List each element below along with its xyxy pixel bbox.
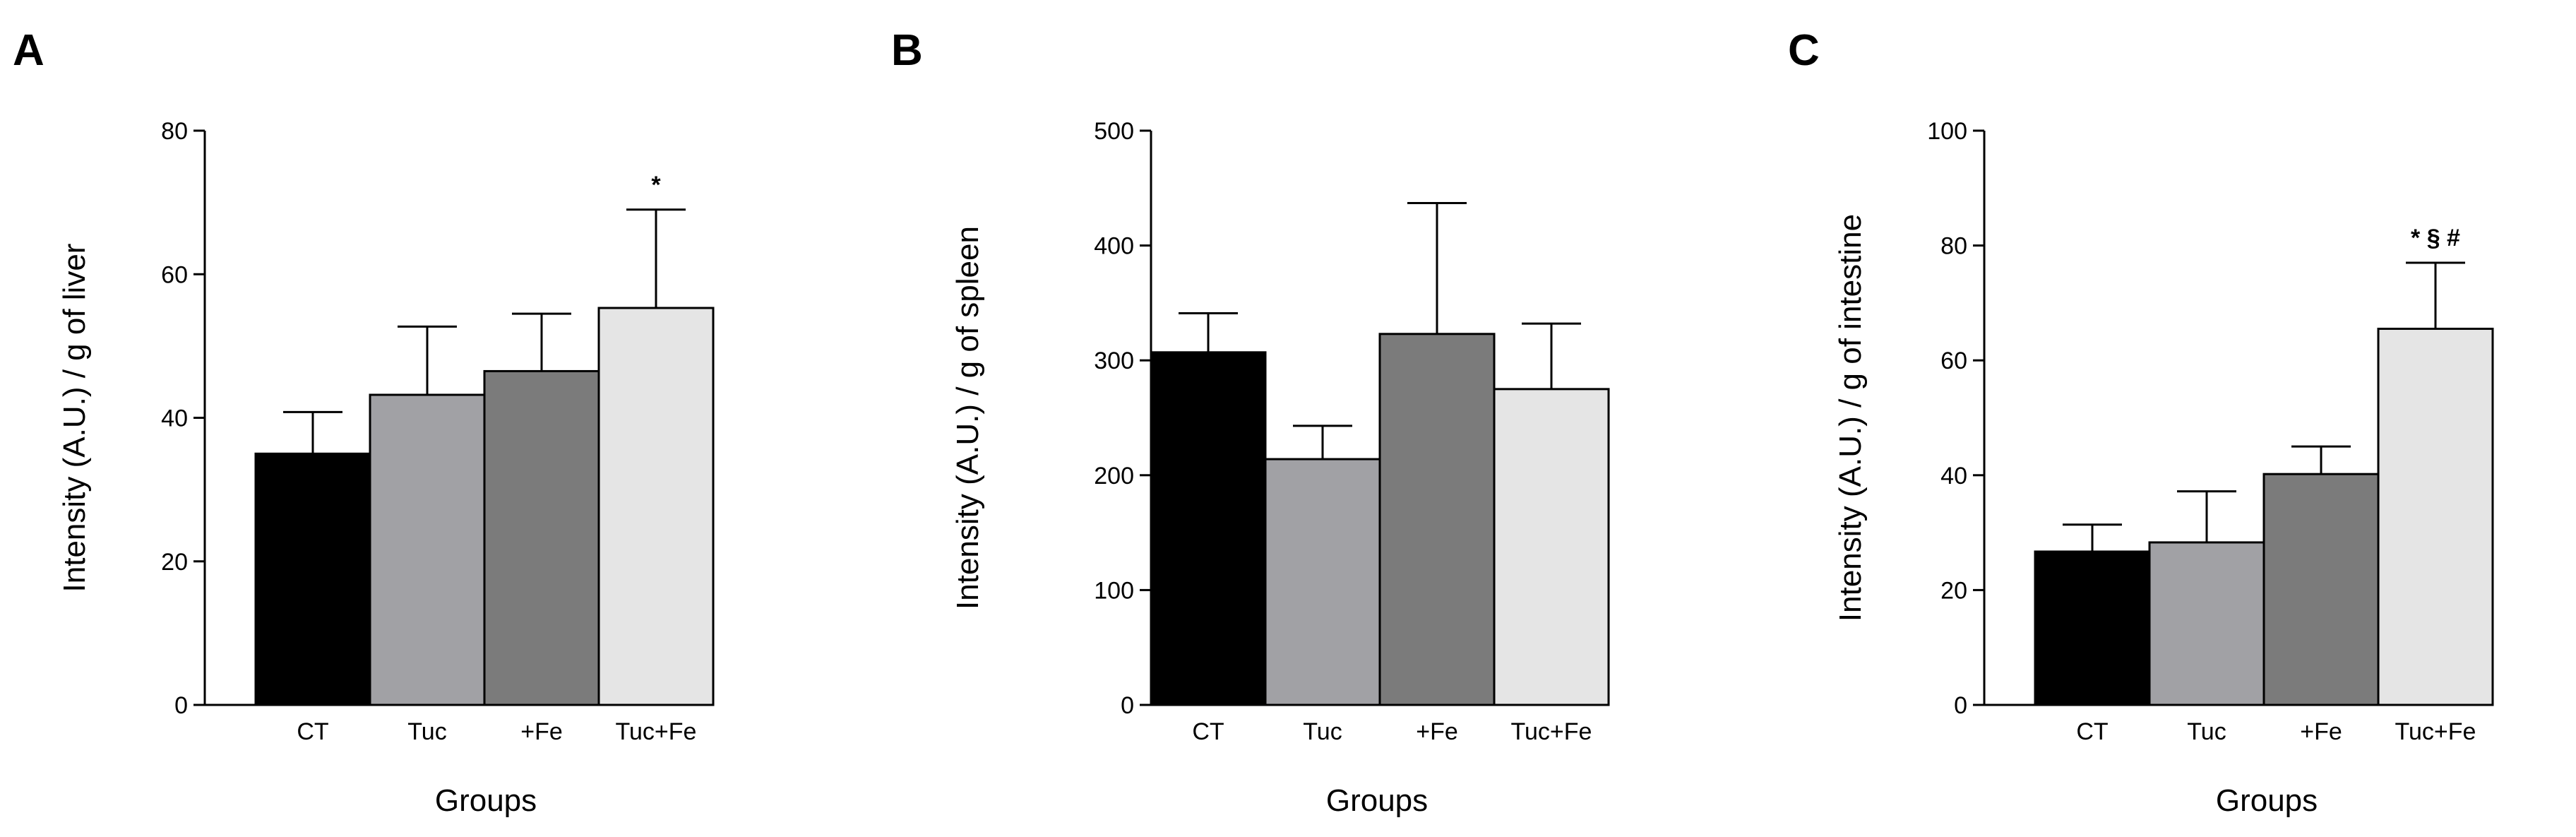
category-label: Tuc+Fe	[2395, 718, 2476, 745]
y-tick-label: 500	[1094, 118, 1134, 145]
category-label: CT	[2076, 718, 2108, 745]
y-tick-label: 40	[161, 405, 188, 432]
bar--fe	[2262, 473, 2380, 706]
bar-tuc	[369, 393, 486, 706]
y-tick-label: 200	[1094, 463, 1134, 489]
category-label: Tuc	[1303, 718, 1342, 745]
y-tick-label: 0	[1954, 692, 1967, 719]
panel-label: B	[891, 26, 923, 75]
category-label: Tuc	[407, 718, 446, 745]
y-tick-label: 0	[1121, 692, 1134, 719]
bar-tuc	[1264, 458, 1381, 706]
bar--fe	[1378, 333, 1496, 706]
y-axis-title: Intensity (A.U.) / g of liver	[57, 244, 92, 593]
bar-ct	[254, 452, 371, 706]
x-axis-title: Groups	[2216, 783, 2318, 818]
y-tick-label: 60	[1940, 348, 1967, 374]
bar--fe	[483, 369, 600, 706]
category-label: +Fe	[2300, 718, 2342, 745]
bar-tuc-fe	[1493, 388, 1610, 706]
y-tick-label: 20	[161, 549, 188, 576]
category-label: Tuc+Fe	[616, 718, 697, 745]
y-axis-title: Intensity (A.U.) / g of spleen	[950, 226, 985, 610]
x-axis-title: Groups	[435, 783, 537, 818]
y-tick-label: 100	[1094, 577, 1134, 604]
y-tick-label: 0	[174, 692, 188, 719]
bar-tuc-fe	[597, 307, 715, 706]
bar-tuc-fe	[2377, 327, 2494, 706]
y-tick-label: 400	[1094, 233, 1134, 260]
bar-ct	[2034, 550, 2151, 706]
panel-label: C	[1788, 26, 1820, 75]
y-axis-title: Intensity (A.U.) / g of intestine	[1833, 214, 1868, 622]
category-label: Tuc	[2187, 718, 2226, 745]
category-label: Tuc+Fe	[1511, 718, 1592, 745]
panel-label: A	[13, 26, 44, 75]
category-label: +Fe	[1416, 718, 1458, 745]
x-axis-title: Groups	[1326, 783, 1428, 818]
y-tick-label: 80	[161, 118, 188, 145]
significance-marker: * § #	[2411, 225, 2460, 251]
significance-marker: *	[651, 172, 661, 198]
bar-tuc	[2148, 541, 2265, 706]
y-tick-label: 60	[161, 261, 188, 288]
bar-ct	[1150, 351, 1267, 706]
y-tick-label: 80	[1940, 233, 1967, 260]
category-label: +Fe	[520, 718, 563, 745]
y-tick-label: 100	[1927, 118, 1967, 145]
y-tick-label: 20	[1940, 577, 1967, 604]
category-label: CT	[1192, 718, 1224, 745]
y-tick-label: 300	[1094, 348, 1134, 374]
category-label: CT	[297, 718, 328, 745]
y-tick-label: 40	[1940, 463, 1967, 489]
